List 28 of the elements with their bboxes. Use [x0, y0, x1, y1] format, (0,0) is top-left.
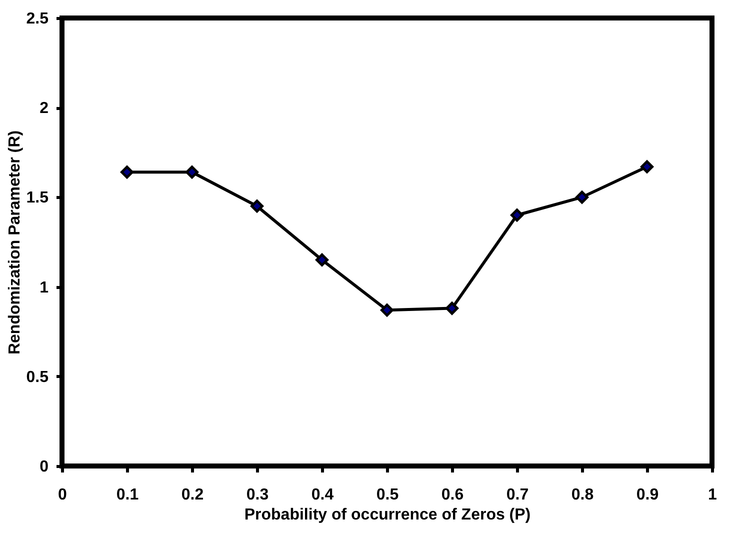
point [250, 200, 264, 213]
y-axis-title: Rendomization Parameter (R) [6, 130, 24, 355]
x-tick-label: 0.9 [636, 486, 659, 504]
x-tick-label: 0.8 [571, 486, 594, 504]
point [446, 302, 458, 315]
point [120, 166, 134, 179]
point [510, 208, 524, 222]
x-tick-label: 0.6 [441, 486, 464, 504]
x-tick-label: 0.1 [116, 486, 139, 504]
x-tick-label: 0.5 [376, 486, 399, 504]
point [316, 253, 328, 266]
point [380, 304, 394, 317]
x-tick-label: 0.2 [181, 486, 204, 504]
point [640, 160, 654, 174]
x-tick-label: 0.7 [506, 486, 529, 504]
x-tick-label: 0.4 [311, 486, 334, 504]
point [186, 166, 198, 179]
y-tick-label: 2.5 [26, 10, 49, 28]
point [576, 190, 588, 204]
x-tick-label: 1 [708, 486, 718, 504]
y-tick-label: 1 [40, 279, 49, 296]
x-axis-title: Probability of occurrence of Zeros (P) [244, 506, 531, 524]
y-tick-label: 0 [40, 458, 49, 476]
y-tick-label: 0.5 [26, 368, 49, 386]
x-tick-label: 0.3 [246, 486, 269, 504]
y-tick-label: 1.5 [26, 190, 49, 207]
y-tick-label: 2 [40, 100, 49, 118]
x-tick-label: 0 [58, 486, 68, 504]
